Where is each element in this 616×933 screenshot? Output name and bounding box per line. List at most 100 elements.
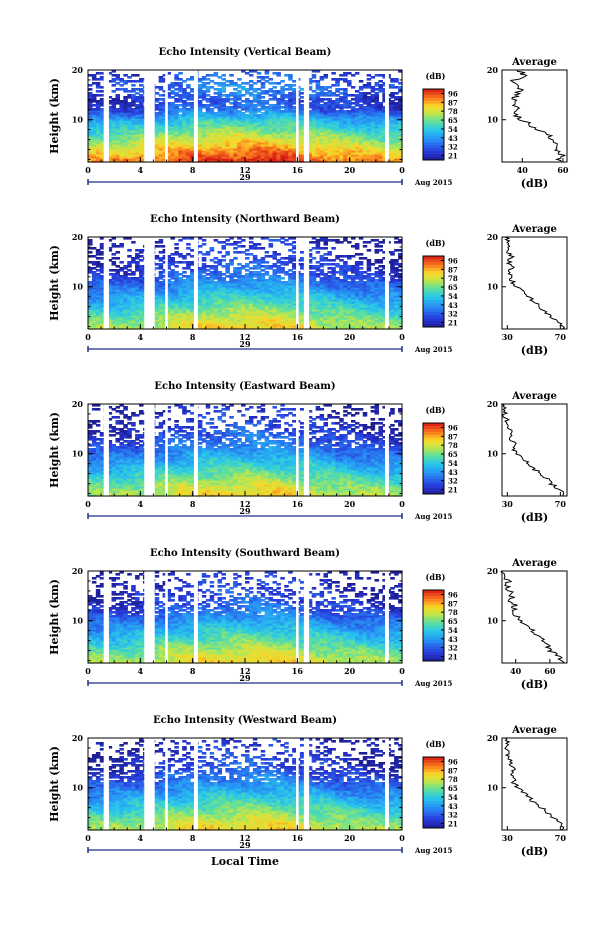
heatmap-cell xyxy=(139,94,144,97)
heatmap-cell xyxy=(390,84,395,87)
heatmap-cell xyxy=(233,82,238,85)
heatmap-cell xyxy=(269,94,274,97)
heatmap-cell xyxy=(316,80,321,83)
heatmap-cell xyxy=(92,108,97,111)
colorbar-band xyxy=(423,116,444,119)
heatmap-cell xyxy=(155,92,160,95)
heatmap-cell xyxy=(210,80,215,83)
colorbar-band xyxy=(423,92,444,95)
heatmap-cell xyxy=(119,100,124,103)
heatmap-cell xyxy=(182,80,187,83)
profile-line xyxy=(511,70,566,162)
heatmap-cell xyxy=(257,108,262,111)
heatmap-cell xyxy=(115,94,120,97)
heatmap-cell xyxy=(261,96,266,99)
heatmap-cell xyxy=(100,108,105,111)
heatmap-cell xyxy=(135,88,140,91)
heatmap-cell xyxy=(351,86,356,89)
heatmap-cell xyxy=(276,82,281,85)
heatmap-cell xyxy=(280,281,285,284)
heatmap-cell xyxy=(210,74,215,77)
heatmap-cell xyxy=(218,88,223,91)
colorbar-band xyxy=(423,122,444,125)
heatmap-cell xyxy=(131,84,136,87)
profile-x-label: (dB) xyxy=(521,177,548,190)
heatmap-cell xyxy=(214,82,219,85)
heatmap-cell xyxy=(269,78,274,81)
heatmap-cell xyxy=(300,100,305,103)
heatmap-cell xyxy=(202,90,207,93)
heatmap-cell xyxy=(135,74,140,77)
heatmap-cell xyxy=(100,76,105,79)
heatmap-cell xyxy=(378,74,383,77)
heatmap-cell xyxy=(131,80,136,83)
heatmap-cell xyxy=(159,98,164,101)
heatmap-cell xyxy=(351,98,356,101)
heatmap-cell xyxy=(221,82,226,85)
heatmap-cell xyxy=(331,72,336,75)
colorbar-tick-label: 54 xyxy=(448,125,458,134)
heatmap-cell xyxy=(241,104,246,107)
heatmap-cell xyxy=(253,104,258,107)
heatmap-cell xyxy=(202,82,207,85)
colorbar-band xyxy=(423,133,444,136)
heatmap-cell xyxy=(178,78,183,81)
heatmap-cell xyxy=(100,90,105,93)
heatmap-cell xyxy=(182,88,187,91)
heatmap-cell xyxy=(347,100,352,103)
heatmap-cell xyxy=(269,104,274,107)
heatmap-cell xyxy=(229,106,234,109)
heatmap-cell xyxy=(96,72,101,75)
profile-x-tick-label: 60 xyxy=(557,165,569,175)
heatmap-cell xyxy=(375,92,380,95)
y-tick-label: 10 xyxy=(72,115,84,125)
heatmap-cell xyxy=(292,88,297,91)
heatmap-cell xyxy=(272,86,277,89)
heatmap-cell xyxy=(229,102,234,105)
heatmap-cell xyxy=(96,100,101,103)
heatmap-cell xyxy=(355,72,360,75)
heatmap-cell xyxy=(300,88,305,91)
heatmap-cell xyxy=(245,114,250,117)
heatmap-cell xyxy=(115,88,120,91)
heatmap-cell xyxy=(92,104,97,107)
heatmap-cell xyxy=(214,281,219,284)
heatmap-cell xyxy=(112,90,117,93)
heatmap-cell xyxy=(127,90,132,93)
heatmap-cell xyxy=(221,94,226,97)
heatmap-cell xyxy=(359,104,364,107)
heatmap-cell xyxy=(280,86,285,89)
heatmap-cell xyxy=(170,281,175,284)
heatmap-cell xyxy=(202,104,207,107)
heatmap-cell xyxy=(276,90,281,93)
heatmap-cell xyxy=(355,108,360,111)
heatmap-cell xyxy=(276,98,281,101)
heatmap-cell xyxy=(96,90,101,93)
heatmap-cell xyxy=(206,86,211,89)
colorbar-band xyxy=(423,130,444,133)
heatmap-cell xyxy=(241,100,246,103)
y-axis-label: Height (km) xyxy=(48,78,61,154)
heatmap-cell xyxy=(347,94,352,97)
heatmap-cell xyxy=(119,84,124,87)
heatmap-cell xyxy=(112,84,117,87)
colorbar-band xyxy=(423,148,444,151)
heatmap-cell xyxy=(206,82,211,85)
heatmap-cell xyxy=(206,104,211,107)
heatmap-cell xyxy=(119,78,124,81)
heatmap-cell xyxy=(347,110,352,113)
profile-x-tick-label: 40 xyxy=(517,165,529,175)
colorbar-band xyxy=(423,107,444,110)
heatmap-cell xyxy=(257,92,262,95)
heatmap-cell xyxy=(190,94,195,97)
x-tick-label: 0 xyxy=(399,165,405,175)
heatmap-cell xyxy=(112,78,117,81)
heatmap-cell xyxy=(170,102,175,105)
heatmap-cell xyxy=(159,281,164,284)
heatmap-cell xyxy=(214,92,219,95)
heatmap-cell xyxy=(320,76,325,79)
heatmap-cell xyxy=(367,78,372,81)
heatmap-cell xyxy=(269,82,274,85)
